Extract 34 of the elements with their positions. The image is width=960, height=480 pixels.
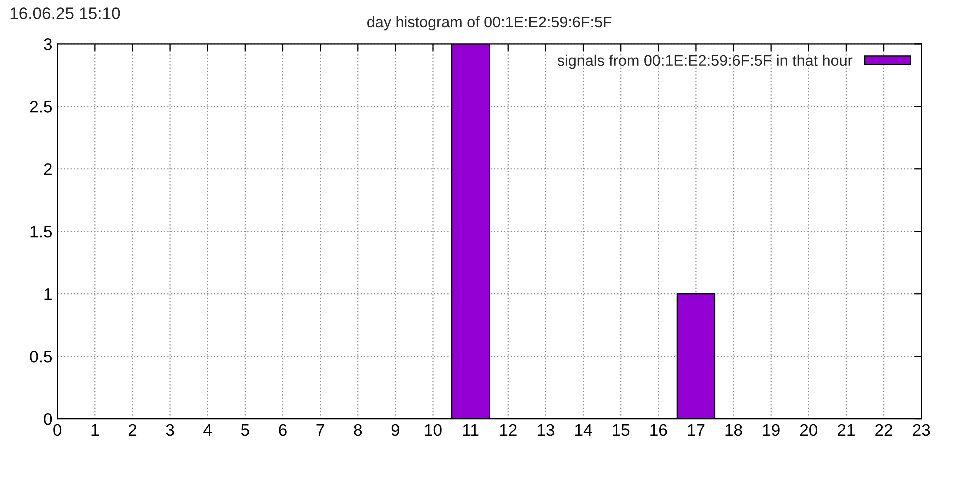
y-tick-label: 3 [44, 38, 52, 50]
x-tick-label: 9 [392, 424, 400, 436]
x-tick-label: 14 [576, 424, 592, 436]
x-tick-label: 23 [913, 424, 930, 436]
legend-label: signals from 00:1E:E2:59:6F:5F in that hour [558, 54, 853, 70]
y-tick-label: 1.5 [30, 226, 52, 238]
x-tick-label: 8 [354, 424, 362, 436]
x-tick-label: 22 [876, 424, 892, 436]
x-tick-label: 15 [613, 424, 630, 436]
x-tick-label: 5 [241, 424, 250, 436]
y-tick-label: 2 [44, 164, 52, 176]
x-tick-label: 18 [726, 424, 742, 436]
x-tick-label: 7 [316, 424, 324, 436]
x-tick-label: 6 [279, 424, 287, 436]
x-tick-label: 21 [838, 424, 855, 436]
x-tick-label: 19 [763, 424, 780, 436]
x-tick-label: 1 [92, 424, 99, 436]
x-tick-label: 20 [800, 424, 818, 436]
x-tick-label: 10 [425, 424, 442, 436]
text: 16.06.25 15:10 [10, 8, 120, 20]
x-tick-label: 13 [538, 424, 554, 436]
x-tick-label: 4 [204, 424, 212, 436]
x-tick-label: 2 [128, 424, 137, 436]
x-tick-label: 16 [650, 424, 668, 436]
y-tick-label: 1 [44, 288, 52, 300]
x-tick-label: 17 [688, 424, 705, 436]
y-tick-label: 0.5 [30, 350, 52, 363]
y-tick-label: 0 [44, 413, 52, 426]
x-tick-label: 11 [463, 424, 479, 436]
y-tick-label: 2.5 [30, 101, 52, 113]
x-tick-label: 0 [54, 424, 62, 436]
x-tick-label: 3 [166, 424, 174, 436]
x-tick-label: 12 [500, 424, 517, 436]
chart-title: day histogram of 00:1E:E2:59:6F:5F [368, 16, 612, 31]
